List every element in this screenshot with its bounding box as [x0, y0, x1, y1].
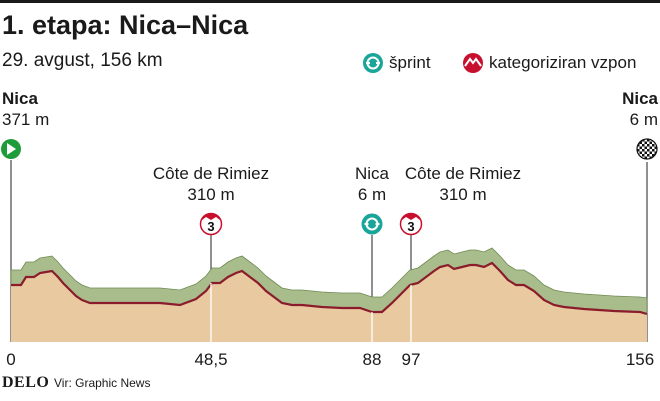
start-elevation: 371 m — [2, 110, 50, 129]
stage-subtitle: 29. avgust, 156 km — [2, 50, 163, 71]
climb-marker-icon-2: 3 — [399, 212, 423, 236]
point-name: Côte de Rimiez — [152, 164, 270, 183]
finish-name: Nica — [622, 89, 658, 108]
mountain-icon — [463, 53, 483, 73]
finish-flag-icon — [636, 138, 658, 160]
legend-sprint: šprint — [362, 52, 431, 74]
climb-category: 3 — [207, 219, 214, 234]
point-elevation: 6 m — [357, 185, 387, 204]
climb-marker-icon-1: 3 — [199, 212, 223, 236]
start-name: Nica — [2, 89, 38, 108]
point-label-sprint: Nica 6 m — [355, 163, 389, 205]
terrain-front-face — [11, 263, 647, 342]
sprint-icon — [363, 53, 383, 73]
start-location: Nica 371 m — [2, 88, 49, 130]
sprint-marker-icon — [361, 213, 383, 235]
finish-location: Nica 6 m — [622, 88, 658, 130]
km-label: 48,5 — [194, 350, 228, 369]
source-credit: Vir: Graphic News — [54, 376, 151, 390]
point-name: Nica — [354, 164, 390, 183]
point-elevation: 310 m — [439, 185, 487, 204]
km-label: 97 — [401, 350, 421, 369]
finish-elevation: 6 m — [629, 110, 658, 129]
start-flag-icon — [1, 139, 21, 159]
stage-title: 1. etapa: Nica–Nica — [2, 10, 249, 40]
km-label: 0 — [6, 350, 16, 369]
legend-climb: kategoriziran vzpon — [462, 52, 636, 74]
point-label-climb-2: Côte de Rimiez 310 m — [405, 163, 521, 205]
legend-climb-label: kategoriziran vzpon — [489, 53, 637, 72]
point-name: Côte de Rimiez — [404, 164, 522, 183]
point-label-climb-1: Côte de Rimiez 310 m — [153, 163, 269, 205]
terrain-profile-line — [11, 261, 648, 316]
brand-logo: DELO — [2, 374, 50, 391]
km-label: 88 — [362, 350, 382, 369]
legend-sprint-label: šprint — [389, 53, 431, 72]
top-rule — [0, 0, 660, 3]
climb-category: 3 — [407, 219, 414, 234]
point-elevation: 310 m — [187, 185, 235, 204]
km-label: 156 — [625, 350, 655, 369]
